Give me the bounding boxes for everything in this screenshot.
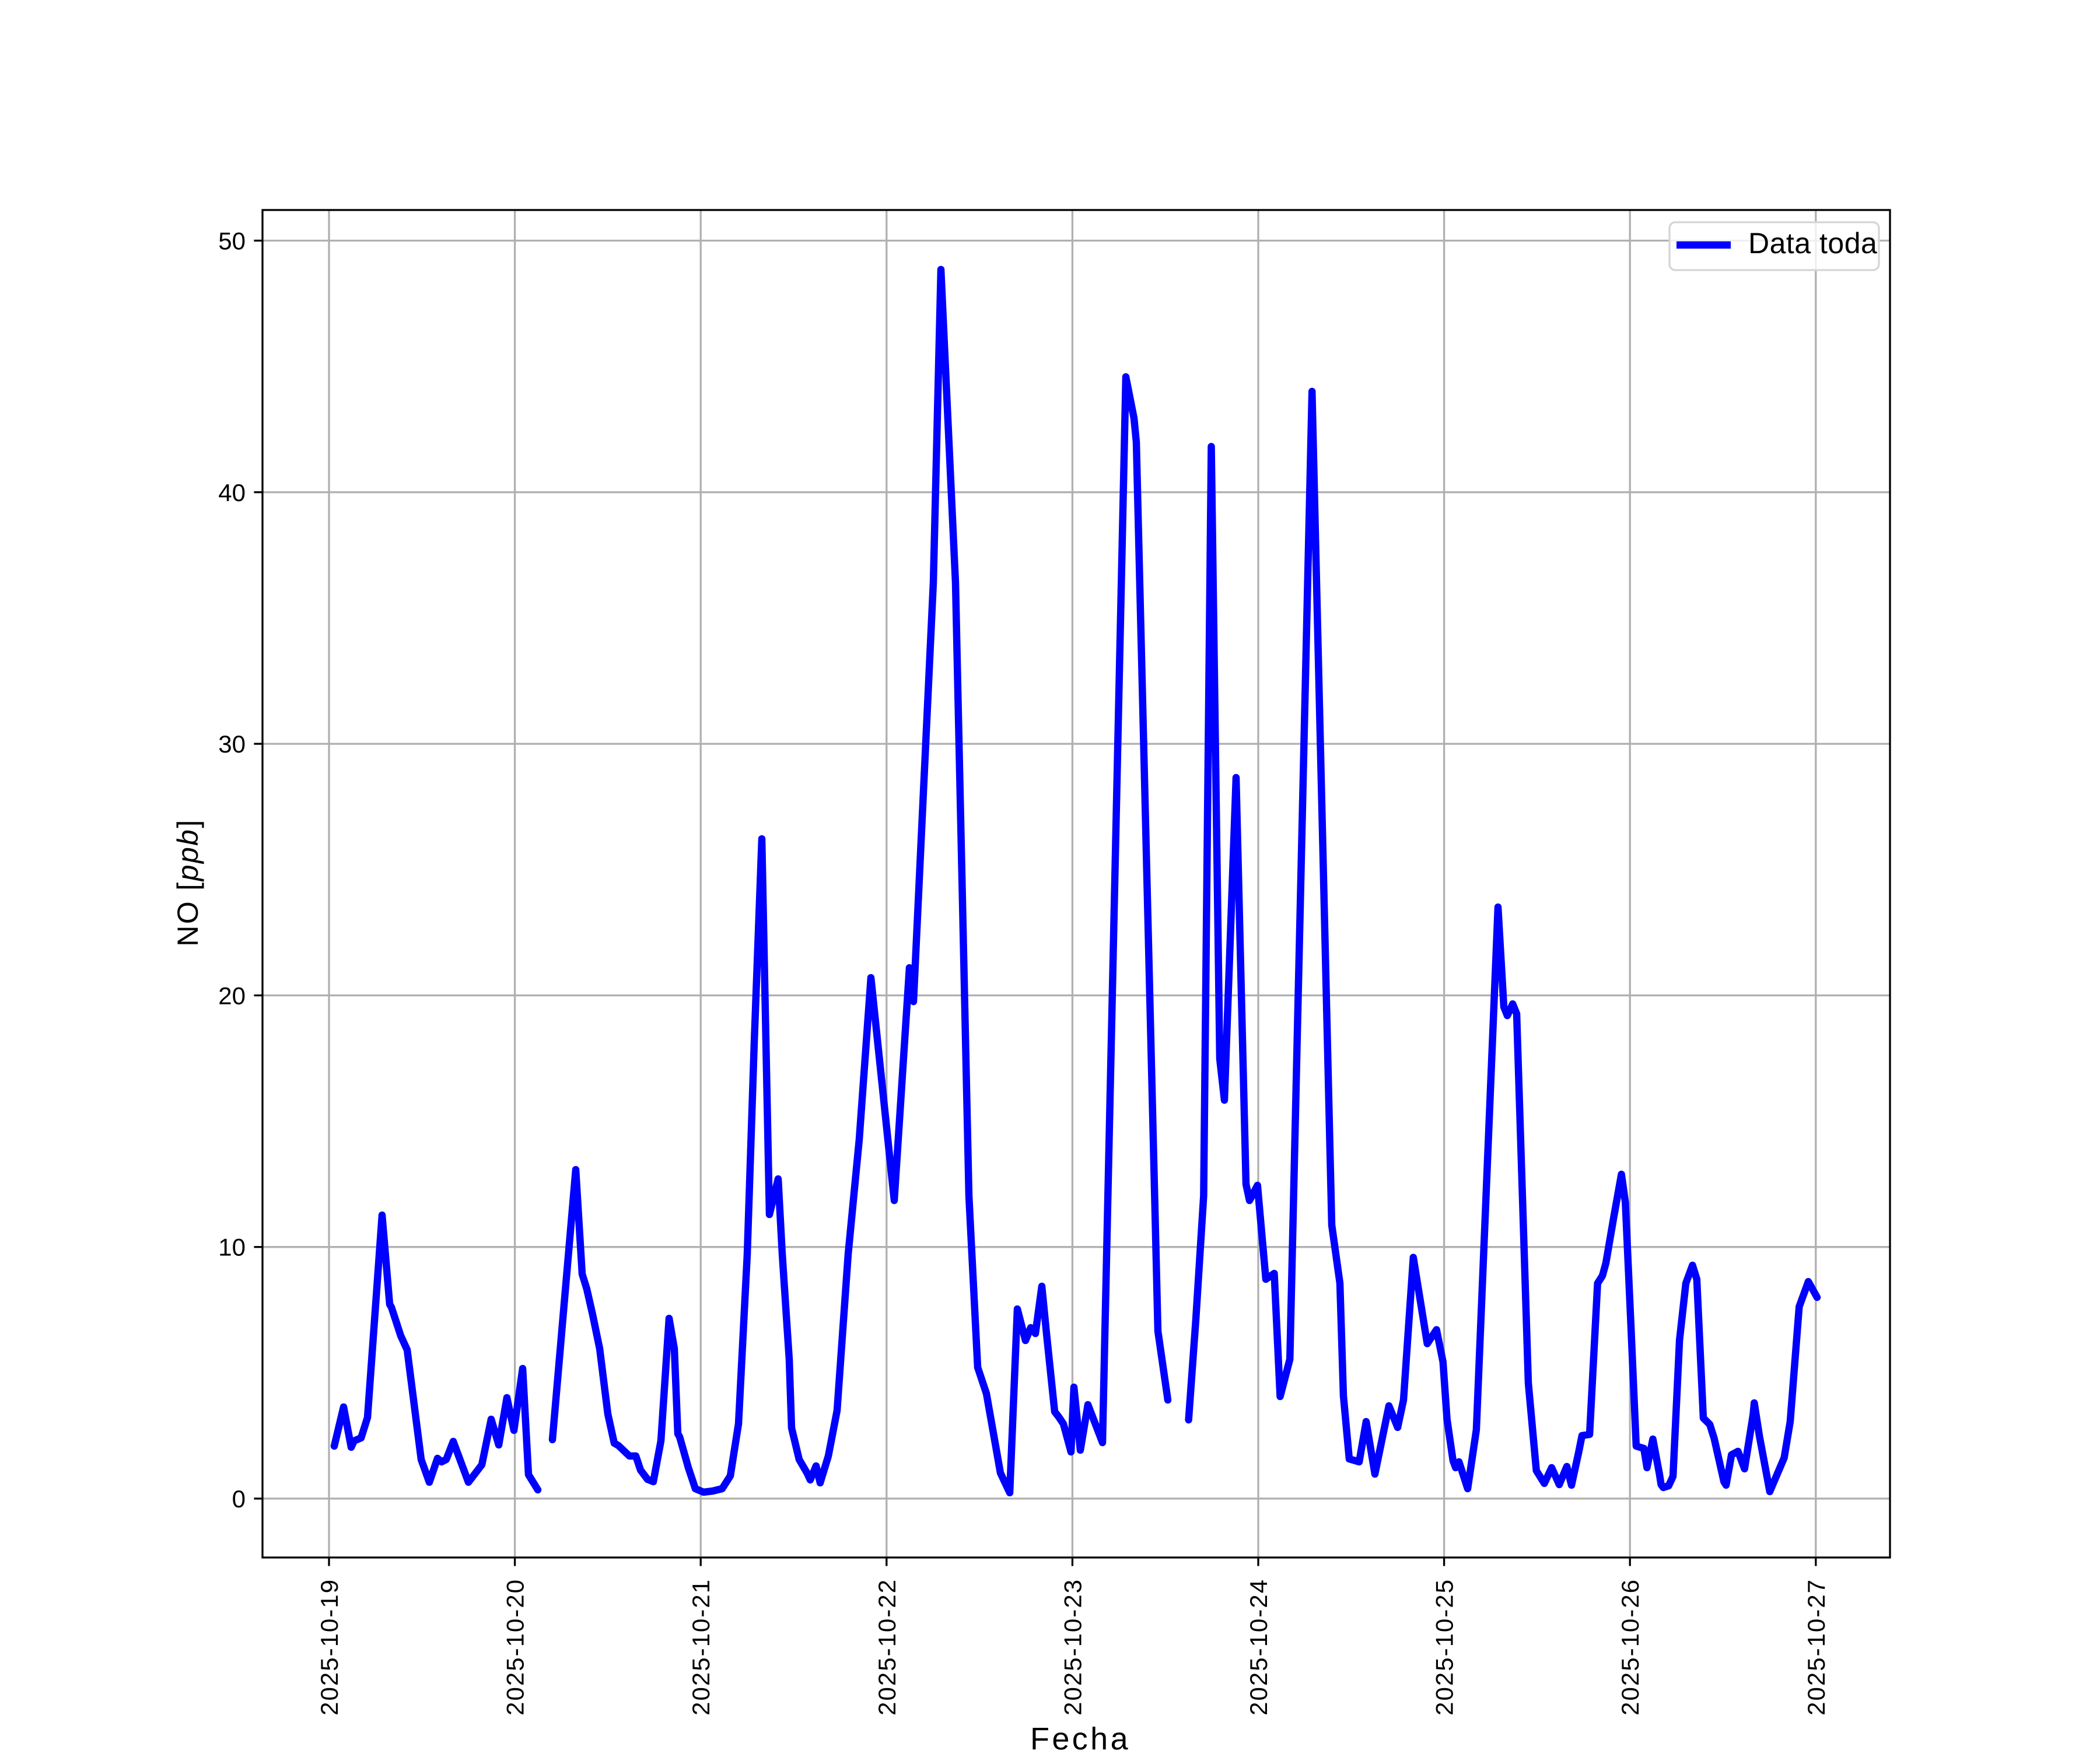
svg-text:2025-10-23: 2025-10-23 — [1059, 1578, 1086, 1716]
svg-text:40: 40 — [218, 479, 246, 506]
svg-text:2025-10-22: 2025-10-22 — [873, 1578, 901, 1716]
svg-text:0: 0 — [232, 1485, 246, 1513]
svg-text:20: 20 — [218, 982, 246, 1009]
svg-text:10: 10 — [218, 1234, 246, 1261]
svg-text:2025-10-25: 2025-10-25 — [1431, 1578, 1458, 1716]
svg-text:2025-10-26: 2025-10-26 — [1616, 1578, 1644, 1716]
svg-text:2025-10-24: 2025-10-24 — [1245, 1578, 1272, 1716]
svg-text:Data toda: Data toda — [1748, 227, 1877, 260]
svg-text:2025-10-20: 2025-10-20 — [502, 1578, 529, 1716]
svg-text:Fecha: Fecha — [1030, 1721, 1130, 1750]
svg-text:NO [ppb]: NO [ppb] — [172, 818, 204, 946]
svg-text:50: 50 — [218, 228, 246, 255]
svg-text:2025-10-19: 2025-10-19 — [316, 1578, 343, 1716]
svg-text:2025-10-21: 2025-10-21 — [687, 1578, 715, 1716]
svg-text:30: 30 — [218, 730, 246, 758]
svg-text:2025-10-27: 2025-10-27 — [1803, 1578, 1830, 1716]
